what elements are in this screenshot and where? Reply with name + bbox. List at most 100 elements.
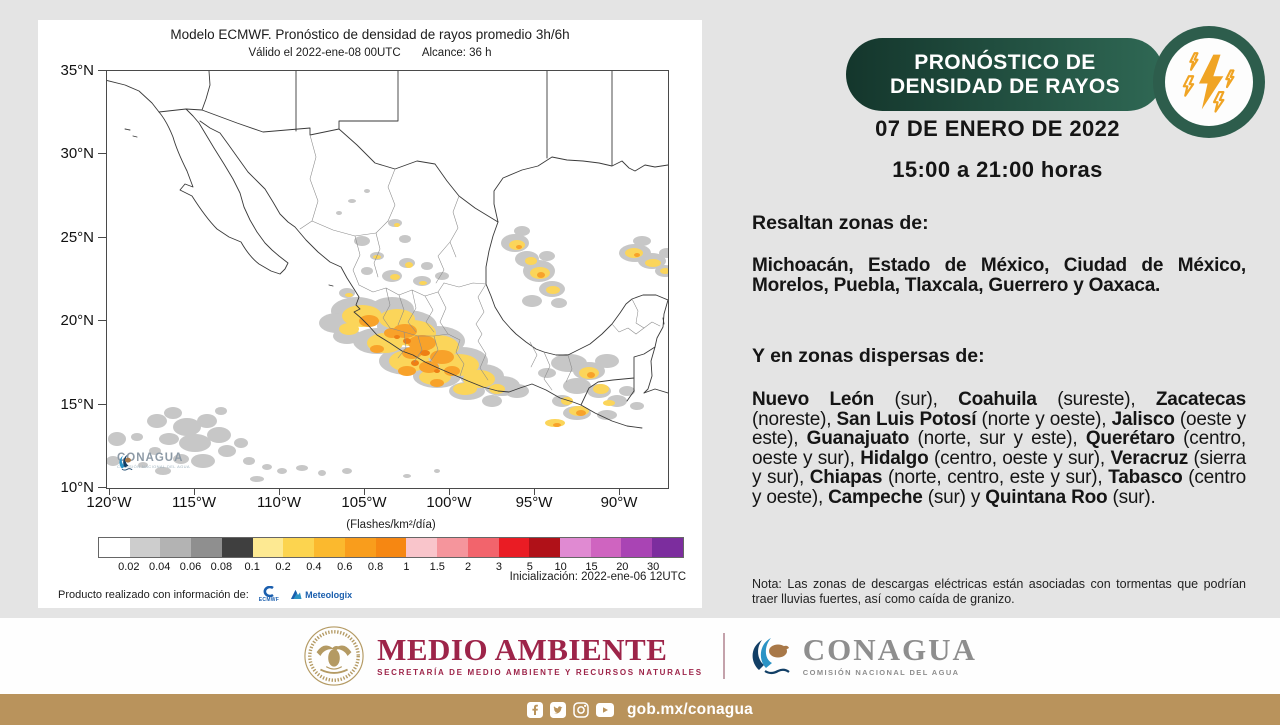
y-axis-label: 15°N: [60, 396, 94, 413]
colorbar-segment: [621, 538, 653, 557]
colorbar-tick-label: 0.08: [210, 561, 233, 573]
colorbar-tick-label: 0.1: [244, 561, 260, 573]
semarnat-title: MEDIO AMBIENTE: [377, 632, 668, 667]
colorbar-tick-label: 2: [465, 561, 472, 573]
y-tick: [98, 237, 107, 238]
colorbar-tick-label: 0.4: [306, 561, 322, 573]
colorbar-segment: [529, 538, 561, 557]
y-tick: [98, 404, 107, 405]
watermark-title: CONAGUA: [117, 452, 184, 464]
conagua-water-icon: [752, 638, 790, 675]
colorbar-segment: [99, 538, 130, 557]
note-text: Nota: Las zonas de descargas eléctricas …: [752, 577, 1246, 606]
colorbar-tick-label: 20: [616, 561, 629, 573]
forecast-date: 07 DE ENERO DE 2022: [875, 116, 1120, 141]
x-tick: [109, 488, 110, 495]
banner-line1: PRONÓSTICO DE: [914, 50, 1096, 74]
colorbar-tick-label: 0.04: [148, 561, 171, 573]
mexico-map-svg: [107, 71, 668, 482]
y-tick: [98, 70, 107, 71]
ecmwf-icon: [263, 586, 274, 597]
colorbar-tick-label: 0.06: [179, 561, 202, 573]
lightning-badge-inner: [1165, 38, 1253, 126]
x-tick: [279, 488, 280, 495]
x-axis-label: 90°W: [600, 494, 638, 511]
conagua-text: CONAGUA COMISIÓN NACIONAL DEL AGUA: [802, 632, 977, 677]
conagua-watermark: CONAGUA COMISIÓN NACIONAL DEL AGUA: [117, 452, 191, 471]
colorbar-unit-label: (Flashes/km²/día): [346, 519, 436, 531]
instagram-icon[interactable]: [573, 701, 589, 718]
meteologix-label: Meteologix: [305, 589, 353, 600]
forecast-time-range: 15:00 a 21:00 horas: [892, 157, 1103, 182]
colorbar-segment: [437, 538, 468, 557]
colorbar-segment: [590, 538, 622, 557]
conagua-logo: CONAGUA COMISIÓN NACIONAL DEL AGUA: [745, 633, 977, 679]
x-tick: [534, 488, 535, 495]
y-axis-label: 30°N: [60, 145, 94, 162]
x-tick: [194, 488, 195, 495]
lightning-bolt-icon: [1182, 52, 1235, 113]
colorbar: [98, 537, 684, 558]
colorbar-segment: [283, 538, 315, 557]
colorbar-segment: [129, 538, 161, 557]
map-subtitle: Válido el 2022-ene-08 00UTC Alcance: 36 …: [38, 47, 702, 59]
ecmwf-label: ECMWF: [258, 597, 280, 603]
colorbar-tick-label: 10: [554, 561, 567, 573]
x-axis-label: 120°W: [86, 494, 132, 511]
mexico-eagle-seal-icon: [304, 626, 364, 686]
conagua-title: CONAGUA: [802, 632, 977, 667]
highlight-heading: Resaltan zonas de:: [752, 212, 929, 234]
gobmx-url[interactable]: gob.mx/conagua: [627, 700, 753, 718]
footer: MEDIO AMBIENTE SECRETARÍA DE MEDIO AMBIE…: [0, 618, 1280, 694]
y-axis-label: 35°N: [60, 62, 94, 79]
colorbar-segment: [406, 538, 438, 557]
y-axis-label: 25°N: [60, 229, 94, 246]
y-tick: [98, 320, 107, 321]
social-bar: gob.mx/conagua: [0, 694, 1280, 725]
credit-row: Producto realizado con información de: E…: [58, 586, 352, 603]
colorbar-segment: [560, 538, 591, 557]
meteologix-icon: [291, 590, 302, 599]
map-valid-label: Válido el 2022-ene-08 00UTC: [248, 47, 401, 59]
colorbar-segment: [314, 538, 345, 557]
x-axis-label: 95°W: [515, 494, 553, 511]
x-tick: [364, 488, 365, 495]
semarnat-text: MEDIO AMBIENTE SECRETARÍA DE MEDIO AMBIE…: [377, 632, 703, 677]
colorbar-tick-label: 30: [647, 561, 660, 573]
colorbar-segment: [498, 538, 530, 557]
map-card: Modelo ECMWF. Pronóstico de densidad de …: [38, 20, 702, 608]
colorbar-segment: [467, 538, 499, 557]
initialization-label: Inicialización: 2022-ene-06 12UTC: [509, 571, 686, 583]
dispersed-states: Nuevo León (sur), Coahuila (sureste), Za…: [752, 389, 1246, 508]
x-axis-label: 105°W: [341, 494, 387, 511]
colorbar-segment: [652, 538, 683, 557]
colorbar-tick-label: 1: [403, 561, 410, 573]
colorbar-segment: [160, 538, 192, 557]
colorbar-segment: [221, 538, 253, 557]
footer-divider: [722, 633, 725, 679]
x-axis-label: 100°W: [426, 494, 472, 511]
watermark-subtitle: COMISIÓN NACIONAL DEL AGUA: [117, 464, 191, 469]
colorbar-tick-label: 3: [495, 561, 502, 573]
youtube-icon[interactable]: [596, 702, 615, 717]
y-tick: [98, 487, 107, 488]
banner-line2: DENSIDAD DE RAYOS: [889, 74, 1121, 98]
lightning-density-map: CONAGUA COMISIÓN NACIONAL DEL AGUA: [106, 70, 669, 489]
colorbar-segment: [191, 538, 222, 557]
colorbar-segment: [344, 538, 376, 557]
colorbar-segment: [375, 538, 407, 557]
y-tick: [98, 153, 107, 154]
colorbar-labels: 0.02 0.04 0.06 0.08 0.1 0.2 0.4 0.6 0.8 1 1.5 2 3 5 10…: [98, 561, 684, 574]
colorbar-tick-label: 1.5: [429, 561, 445, 573]
facebook-icon[interactable]: [527, 701, 544, 718]
map-title: Modelo ECMWF. Pronóstico de densidad de …: [170, 27, 570, 42]
x-axis-label: 115°W: [171, 494, 217, 511]
x-tick: [449, 488, 450, 495]
colorbar-segment: [252, 538, 284, 557]
twitter-icon[interactable]: [550, 701, 567, 718]
colorbar-tick-label: 0.02: [118, 561, 140, 573]
semarnat-subtitle: SECRETARÍA DE MEDIO AMBIENTE Y RECURSOS …: [377, 668, 703, 677]
colorbar-tick-label: 0.6: [337, 561, 353, 573]
x-axis-label: 110°W: [256, 494, 302, 511]
semarnat-logo: MEDIO AMBIENTE SECRETARÍA DE MEDIO AMBIE…: [303, 625, 703, 687]
